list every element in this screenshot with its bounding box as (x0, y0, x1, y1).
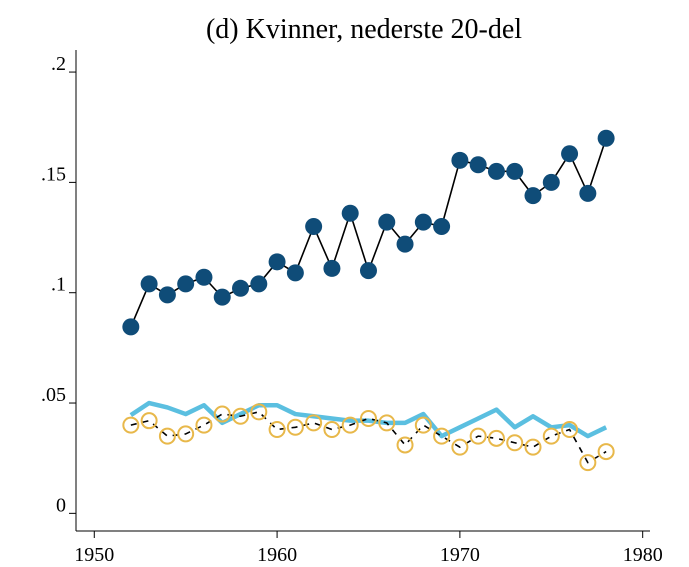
data-point (122, 416, 140, 434)
y-tick-label: .1 (51, 274, 66, 296)
data-point (195, 416, 213, 434)
x-tick-label: 1970 (440, 544, 480, 566)
data-point (305, 218, 323, 236)
y-tick-label: 0 (56, 494, 66, 516)
data-point (286, 264, 304, 282)
data-point (378, 213, 396, 231)
data-point (487, 429, 505, 447)
data-point (195, 268, 213, 286)
data-point (451, 151, 469, 169)
data-point (158, 427, 176, 445)
data-point (542, 173, 560, 191)
data-point (232, 407, 250, 425)
data-point (213, 405, 231, 423)
data-point (140, 275, 158, 293)
data-point (561, 145, 579, 163)
series-line (129, 400, 608, 439)
data-point (323, 259, 341, 277)
data-point (524, 187, 542, 205)
data-point (396, 436, 414, 454)
data-point (414, 213, 432, 231)
data-point (597, 443, 615, 461)
data-point (597, 129, 615, 147)
data-point (414, 416, 432, 434)
y-tick-label: .05 (41, 384, 66, 406)
data-point (177, 275, 195, 293)
data-point (250, 275, 268, 293)
data-point (506, 162, 524, 180)
data-point (506, 434, 524, 452)
data-point (323, 421, 341, 439)
data-point (433, 427, 451, 445)
data-point (268, 253, 286, 271)
x-tick-label: 1950 (74, 544, 114, 566)
data-point (469, 427, 487, 445)
data-point (177, 425, 195, 443)
y-tick-label: .2 (51, 53, 66, 75)
data-point (140, 412, 158, 430)
data-point (561, 421, 579, 439)
data-point (122, 318, 140, 336)
data-point (213, 288, 231, 306)
data-point (524, 438, 542, 456)
data-point (268, 421, 286, 439)
data-point (433, 218, 451, 236)
data-point (579, 454, 597, 472)
data-point (286, 418, 304, 436)
data-point (579, 184, 597, 202)
data-point (396, 235, 414, 253)
x-tick-label: 1960 (257, 544, 297, 566)
data-point (359, 262, 377, 280)
data-point (250, 403, 268, 421)
data-point (487, 162, 505, 180)
data-point (451, 438, 469, 456)
data-point (232, 279, 250, 297)
y-tick-label: .15 (41, 163, 66, 185)
data-point (305, 414, 323, 432)
data-point (158, 286, 176, 304)
x-tick-label: 1980 (623, 544, 663, 566)
data-point (359, 409, 377, 427)
data-point (469, 156, 487, 174)
data-point (341, 416, 359, 434)
data-point (378, 414, 396, 432)
data-point (341, 204, 359, 222)
chart-title: (d) Kvinner, nederste 20-del (206, 14, 522, 45)
data-point (542, 427, 560, 445)
